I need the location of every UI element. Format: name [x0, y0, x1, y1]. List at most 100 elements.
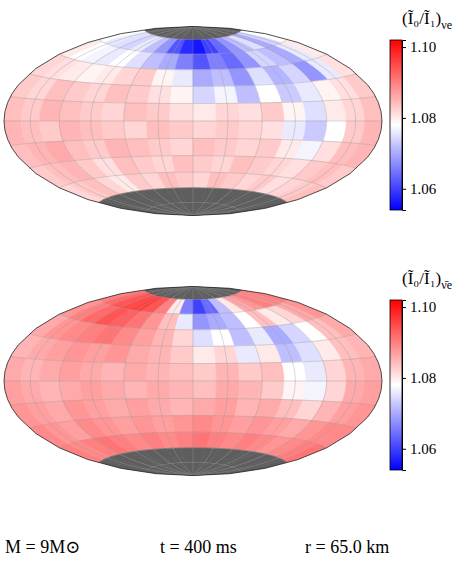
parallel — [144, 202, 242, 212]
parallel — [10, 398, 375, 405]
heatmap-cell — [193, 121, 216, 139]
parallel — [59, 54, 326, 70]
footer-text: r = 65.0 km — [305, 537, 389, 557]
footer: M = 9M⊙t = 400 msr = 65.0 km — [5, 537, 389, 557]
heatmap-cell — [170, 346, 193, 363]
heatmap-cell — [317, 165, 356, 188]
heatmap-cell — [282, 362, 306, 381]
heatmap-cell — [59, 121, 83, 141]
figure: 1.06 1.08 1.10 (Ĩ₀/Ĩ₁)νe 1.06 1.08 1.10 (Ĩ₀/Ĩ₁)… — [0, 0, 458, 572]
parallel — [59, 432, 326, 448]
heatmap-cell — [359, 357, 382, 381]
map-panel: 1.06 1.08 1.10 (Ĩ₀/Ĩ₁)νe — [4, 9, 452, 216]
heatmap-cell — [359, 381, 382, 405]
masked-cell — [240, 200, 287, 213]
tick-mark — [402, 189, 406, 190]
colorbar-axis: 1.06 1.08 1.10 — [402, 39, 437, 210]
colorbar-title-subscript: νe — [441, 18, 452, 32]
heatmap-cell — [317, 425, 356, 448]
heatmap-cell — [175, 54, 193, 70]
heatmap-cell — [317, 314, 356, 337]
heatmap-cell — [282, 121, 306, 140]
heatmap-cell — [124, 103, 148, 121]
tick-label: 1.08 — [410, 370, 436, 386]
map-panel: 1.06 1.08 1.10 (Ĩ₀/Ĩ₁)ν̄e — [4, 269, 452, 476]
heatmap-cell — [238, 103, 262, 121]
tick: 1.10 — [402, 39, 436, 55]
heatmap-cell — [102, 362, 126, 381]
heatmap-cell — [172, 416, 193, 433]
tick: 1.08 — [402, 110, 436, 126]
heatmap-cell — [303, 121, 327, 141]
graticule — [4, 27, 382, 216]
heatmap-cell — [172, 156, 193, 173]
heatmap-cell — [102, 102, 126, 121]
heatmap-cell — [172, 330, 193, 347]
heatmap-cell — [193, 103, 216, 121]
colorbar-title-main: (Ĩ₀/Ĩ₁) — [402, 9, 441, 28]
heatmap-cell — [151, 69, 175, 86]
heatmap-cell — [170, 121, 193, 139]
heatmap-cell — [151, 329, 175, 346]
heatmap-cell — [126, 139, 152, 157]
heatmap-cell — [282, 184, 326, 203]
parallel — [29, 334, 356, 347]
tick: 1.10 — [402, 299, 436, 315]
colorbar-title: (Ĩ₀/Ĩ₁)νe — [402, 9, 452, 32]
heatmap-cell — [282, 444, 326, 463]
heatmap-cell — [170, 86, 193, 103]
heatmap-cell — [193, 363, 216, 381]
heatmap-cell — [303, 101, 327, 121]
masked-cell — [180, 448, 193, 463]
heatmap-cell — [175, 432, 193, 448]
colorbar-axis: 1.06 1.08 1.10 — [402, 299, 437, 470]
heatmap-cell — [80, 121, 104, 140]
parallel — [29, 74, 356, 87]
heatmap-cell — [260, 362, 284, 381]
heatmap-cell — [193, 156, 214, 173]
heatmap-cell — [102, 121, 126, 140]
masked-cell — [180, 188, 193, 203]
parallel — [99, 448, 288, 463]
heatmap-cell — [193, 86, 216, 103]
colorbar-axis-line — [403, 301, 407, 471]
map-outline — [4, 287, 382, 476]
heatmap-cells — [4, 287, 382, 476]
heatmap-cell — [80, 362, 104, 381]
heatmap-cell — [59, 361, 83, 381]
parallel — [99, 39, 288, 54]
heatmap-cell — [282, 102, 306, 121]
tick: 1.06 — [402, 441, 437, 457]
heatmap-cell — [359, 121, 382, 145]
colorbar-axis-line — [403, 41, 407, 211]
heatmap-cell — [238, 363, 262, 381]
heatmap-cell — [359, 97, 382, 121]
tick: 1.06 — [402, 181, 437, 197]
parallel — [4, 381, 382, 382]
heatmap-cell — [238, 381, 262, 399]
heatmap-cell — [193, 398, 216, 415]
tick: 1.08 — [402, 370, 436, 386]
heatmap-cell — [59, 101, 83, 121]
heatmap-cell — [180, 40, 193, 55]
parallel — [10, 138, 375, 145]
heatmap-cell — [124, 363, 148, 381]
tick-mark — [402, 378, 406, 379]
heatmap-cell — [193, 70, 214, 87]
parallel — [29, 156, 356, 169]
tick-mark — [402, 307, 406, 308]
tick-mark — [402, 47, 406, 48]
tick-label: 1.10 — [410, 299, 436, 315]
colorbar-title: (Ĩ₀/Ĩ₁)ν̄e — [402, 269, 452, 292]
colorbar — [390, 40, 402, 210]
heatmap-cell — [102, 381, 126, 400]
heatmap-cell — [124, 121, 148, 139]
heatmap-cell — [175, 172, 193, 188]
heatmap-cell — [170, 138, 193, 155]
parallel — [4, 121, 382, 122]
heatmap-cell — [172, 70, 193, 87]
graticule — [4, 287, 382, 476]
heatmap-cell — [170, 363, 193, 381]
heatmap-cell — [175, 314, 193, 330]
heatmap-cell — [170, 398, 193, 415]
